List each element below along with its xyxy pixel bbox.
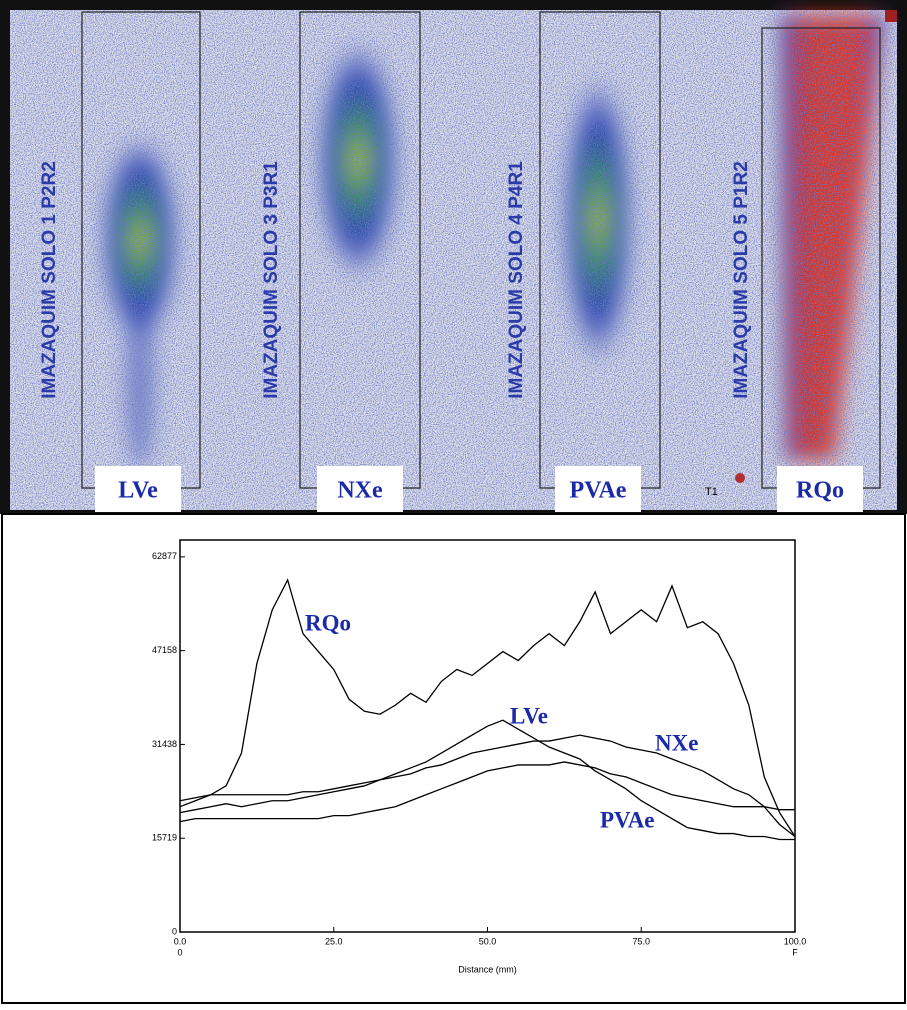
series-label: LVe [510,703,548,728]
chart: 0 15719 31438 47158 62877 0.0 25.0 50.0 75.0 100.… [152,539,807,974]
x-tick-label: 75.0 [632,936,650,946]
lanes: IMAZAQUIM SOLO 1 P2R2 LVe IMAZAQUIM SOLO 3… [39,11,881,512]
corner-marker [885,10,897,22]
series-label: RQo [305,610,351,635]
lane-label: IMAZAQUIM SOLO 4 P4R1 [506,161,527,399]
sample-box [317,466,403,512]
x-axis-label: Distance (mm) [458,964,517,974]
x-end-label: 0 [177,947,182,957]
sample-label: PVAe [570,478,627,504]
y-tick-label: 62877 [152,551,177,561]
sample-label: NXe [337,478,383,504]
series-label: PVAe [600,807,655,832]
series-line [179,734,796,838]
x-tick-label: 100.0 [784,936,807,946]
series-line [179,719,795,841]
lane-label: IMAZAQUIM SOLO 3 P3R1 [261,161,282,399]
grain [10,10,897,510]
y-tick-label: 0 [172,926,177,936]
marker-label: T1 [705,486,718,498]
series-line [179,761,795,823]
series-label: NXe [655,730,698,755]
sample-box [777,466,863,512]
x-tick-label: 50.0 [479,936,497,946]
sample-label: RQo [796,478,844,504]
x-end-label: F [792,947,798,957]
y-tick-label: 31438 [152,739,177,749]
chart-panel [1,513,906,1004]
x-tick-label: 0.0 [174,936,187,946]
y-tick-label: 47158 [152,645,177,655]
sample-box [95,466,181,512]
series-line [179,578,796,837]
sample-label: LVe [118,478,158,504]
autoradiograph: IMAZAQUIM SOLO 1 P2R2 LVe IMAZAQUIM SOLO 3… [0,0,907,514]
sample-box [555,466,641,512]
dot [735,473,745,483]
lane-label: IMAZAQUIM SOLO 5 P1R2 [731,161,752,399]
lane-label: IMAZAQUIM SOLO 1 P2R2 [39,161,60,399]
x-tick-label: 25.0 [325,936,343,946]
y-tick-label: 15719 [152,833,177,843]
